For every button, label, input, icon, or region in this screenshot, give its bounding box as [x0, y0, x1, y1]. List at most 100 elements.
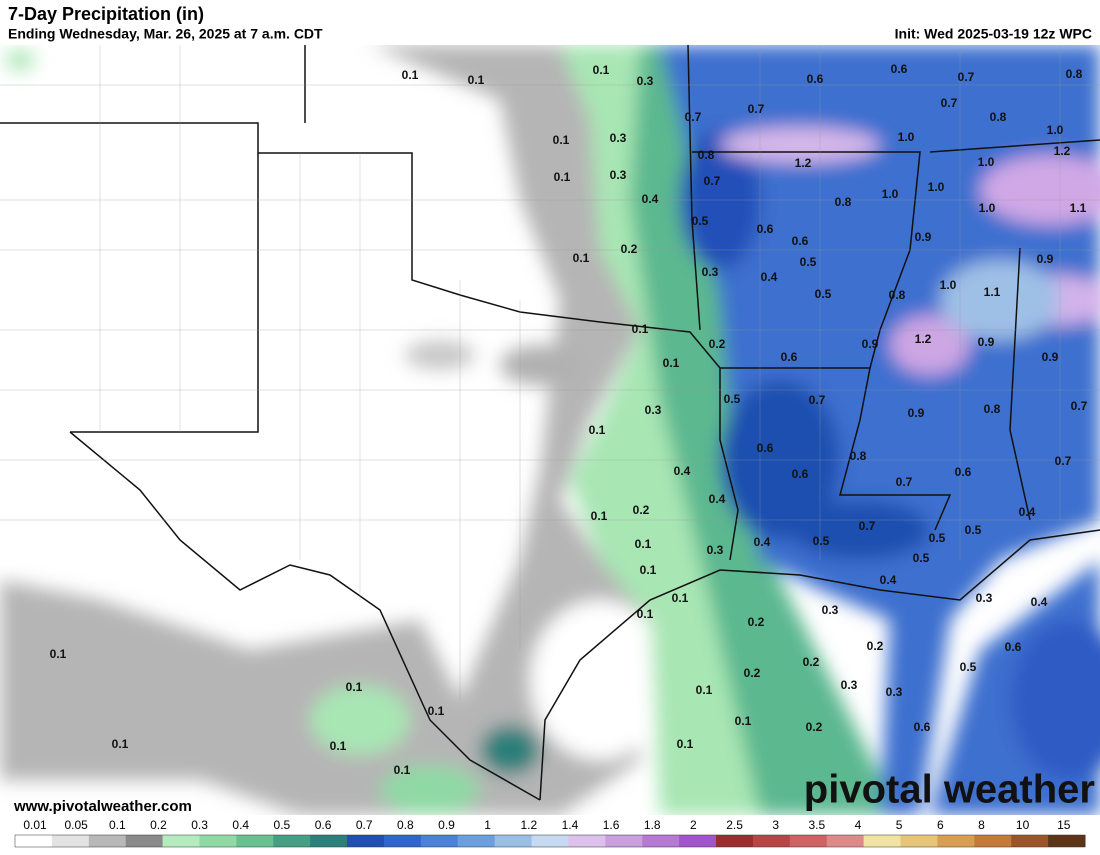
precip-label: 0.5 [913, 551, 930, 565]
precip-label: 0.3 [637, 74, 654, 88]
legend-label: 0.2 [150, 818, 167, 832]
precip-label: 0.5 [815, 287, 832, 301]
precip-label: 0.1 [637, 607, 654, 621]
precip-label: 0.6 [1005, 640, 1022, 654]
legend-label: 3 [772, 818, 779, 832]
precip-label: 0.7 [1055, 454, 1072, 468]
precip-label: 0.1 [591, 509, 608, 523]
legend-swatch [273, 835, 311, 847]
precip-label: 0.5 [800, 255, 817, 269]
borders [0, 44, 1100, 801]
precip-label: 0.6 [891, 62, 908, 76]
legend-swatch [236, 835, 274, 847]
header-bg [0, 0, 1100, 45]
point-labels: 0.1 0.1 0.1 0.3 0.6 0.6 0.7 0.8 0.7 0.7 0.7 0.8 1.0 0… [50, 62, 1088, 777]
precip-label: 1.1 [1070, 201, 1087, 215]
precip-label: 0.7 [859, 519, 876, 533]
precip-label: 0.9 [1042, 350, 1059, 364]
subtitle: Ending Wednesday, Mar. 26, 2025 at 7 a.m… [8, 26, 323, 42]
precip-label: 0.1 [632, 322, 649, 336]
precip-label: 0.6 [757, 222, 774, 236]
legend-label: 0.5 [274, 818, 291, 832]
legend-swatch [1011, 835, 1049, 847]
init-time: Init: Wed 2025-03-19 12z WPC [895, 26, 1092, 42]
legend-swatch [1048, 835, 1086, 847]
precip-label: 0.5 [724, 392, 741, 406]
precip-label: 0.1 [593, 63, 610, 77]
precip-label: 0.8 [850, 449, 867, 463]
precip-label: 1.2 [795, 156, 812, 170]
legend-label: 1.2 [520, 818, 537, 832]
logo: pivotal weather [804, 768, 1095, 812]
legend-swatch [199, 835, 237, 847]
precip-label: 0.7 [958, 70, 975, 84]
legend-swatch [642, 835, 680, 847]
precip-label: 0.1 [589, 423, 606, 437]
precip-label: 0.4 [1031, 595, 1048, 609]
legend-swatch [88, 835, 127, 847]
precip-label: 0.1 [346, 680, 363, 694]
legend-swatch [383, 835, 422, 847]
precip-label: 0.9 [908, 406, 925, 420]
precip-label: 0.2 [744, 666, 761, 680]
legend-label: 0.4 [232, 818, 249, 832]
precip-label: 0.2 [633, 503, 650, 517]
precip-label: 0.2 [867, 639, 884, 653]
legend-swatch [457, 835, 496, 847]
precip-label: 0.1 [394, 763, 411, 777]
precip-label: 0.2 [803, 655, 820, 669]
precip-label: 0.8 [889, 288, 906, 302]
precip-label: 0.5 [692, 214, 709, 228]
legend-label: 1.8 [644, 818, 661, 832]
precip-label: 0.7 [1071, 399, 1088, 413]
precip-label: 0.2 [709, 337, 726, 351]
precip-label: 1.2 [915, 332, 932, 346]
precip-label: 0.5 [965, 523, 982, 537]
precip-label: 0.8 [990, 110, 1007, 124]
legend-label: 0.7 [356, 818, 373, 832]
precip-label: 0.4 [880, 573, 897, 587]
precip-label: 0.6 [781, 350, 798, 364]
legend-label: 1 [484, 818, 491, 832]
precip-label: 0.2 [621, 242, 638, 256]
precip-label: 1.0 [978, 155, 995, 169]
precip-label: 0.4 [709, 492, 726, 506]
precip-label: 1.0 [940, 278, 957, 292]
legend-label: 3.5 [809, 818, 826, 832]
precip-label: 0.4 [1019, 505, 1036, 519]
precip-label: 1.0 [979, 201, 996, 215]
precip-label: 0.1 [428, 704, 445, 718]
legend-swatch [900, 835, 938, 847]
precip-label: 0.8 [984, 402, 1001, 416]
precip-label: 0.7 [748, 102, 765, 116]
precip-label: 0.4 [754, 535, 771, 549]
legend-swatch [162, 835, 200, 847]
legend-swatch [974, 835, 1012, 847]
legend-swatch [568, 835, 606, 847]
precip-label: 0.8 [1066, 67, 1083, 81]
precip-label: 0.8 [835, 195, 852, 209]
precip-label: 1.0 [882, 187, 899, 201]
precip-label: 0.6 [792, 467, 809, 481]
precip-label: 0.6 [757, 441, 774, 455]
legend-label: 1.4 [562, 818, 579, 832]
legend-label: 0.01 [23, 818, 47, 832]
precip-label: 0.1 [672, 591, 689, 605]
legend-swatch [310, 835, 348, 847]
precip-label: 0.6 [914, 720, 931, 734]
precip-label: 0.7 [809, 393, 826, 407]
precip-label: 0.3 [610, 168, 627, 182]
legend-swatch [51, 835, 90, 847]
precip-label: 0.2 [748, 615, 765, 629]
precip-label: 0.5 [929, 531, 946, 545]
precip-label: 0.1 [330, 739, 347, 753]
precip-label: 0.9 [978, 335, 995, 349]
precip-label: 0.1 [468, 73, 485, 87]
precip-label: 0.4 [642, 192, 659, 206]
precip-label: 1.0 [898, 130, 915, 144]
precip-label: 0.1 [554, 170, 571, 184]
precip-label: 0.9 [862, 337, 879, 351]
legend-swatch [347, 835, 385, 847]
legend-swatch [937, 835, 975, 847]
